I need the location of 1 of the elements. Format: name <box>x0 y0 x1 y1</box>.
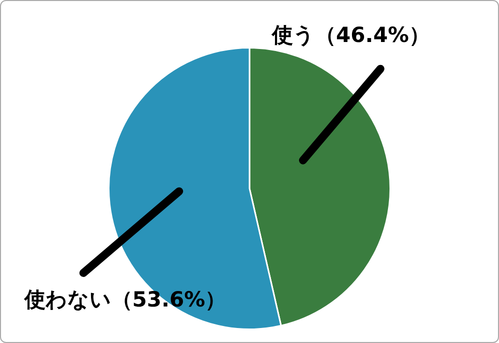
slice-label: 使う（46.4%） <box>271 22 430 47</box>
